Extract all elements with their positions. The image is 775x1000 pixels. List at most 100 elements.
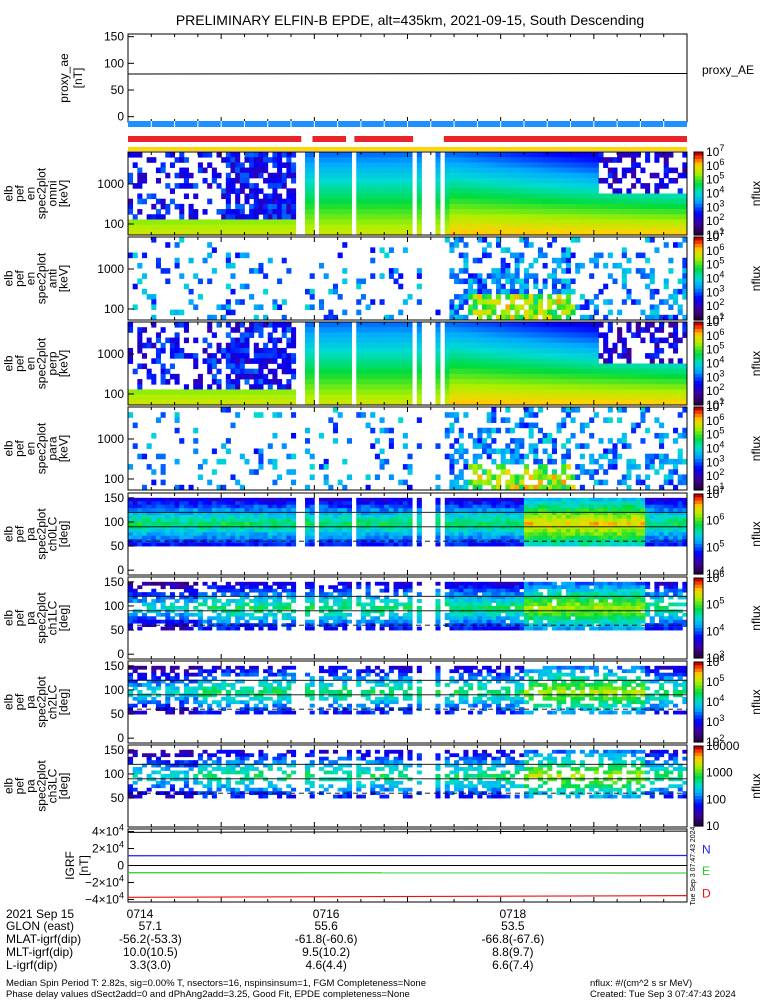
spectrogram-cell: [463, 464, 469, 470]
pitch-cell: [309, 497, 315, 502]
spectrogram-cell: [407, 337, 413, 344]
spectrogram-cell: [486, 399, 492, 406]
spectrogram-cell: [659, 484, 665, 491]
spectrogram-cell: [463, 394, 469, 401]
spectrogram-cell: [193, 394, 199, 401]
spectrogram-cell: [365, 389, 371, 396]
spectrogram-cell: [500, 224, 506, 231]
spectrogram-cell: [454, 448, 460, 455]
spectrogram-cell: [472, 438, 478, 444]
spectrogram-cell: [621, 299, 627, 305]
spectrogram-cell: [360, 203, 366, 210]
spectrogram-cell: [346, 327, 352, 333]
spectrogram-cell: [570, 363, 576, 370]
energy-colorbar-swatch: [694, 417, 703, 422]
pitch-cell: [258, 508, 264, 513]
pitch-cell: [202, 525, 208, 530]
spectrogram-cell: [305, 394, 311, 401]
spectrogram-cell: [635, 384, 641, 390]
spectrogram-cell: [318, 229, 325, 236]
spectrogram-cell: [225, 342, 231, 349]
spectrogram-cell: [328, 389, 334, 396]
pitch-cell: [318, 511, 325, 516]
pitch-cell: [165, 501, 171, 506]
spectrogram-cell: [477, 152, 483, 158]
spectrogram-cell: [179, 209, 185, 215]
spectrogram-cell: [486, 188, 492, 194]
pitch-cell: [328, 518, 334, 523]
spectrogram-cell: [649, 288, 655, 295]
spectrogram-cell: [579, 304, 585, 311]
spectrogram-cell: [277, 337, 283, 344]
pitch-cell: [272, 497, 278, 502]
spectrogram-cell: [393, 214, 399, 220]
spectrogram-cell: [444, 427, 450, 434]
spectrogram-cell: [151, 219, 157, 226]
pitch-cell: [141, 521, 148, 526]
spectrogram-cell: [468, 363, 474, 370]
pitch-cell: [235, 528, 241, 533]
spectrogram-cell: [449, 224, 455, 231]
spectrogram-cell: [253, 183, 259, 189]
spectrogram-cell: [277, 157, 283, 163]
spectrogram-cell: [379, 247, 385, 253]
spectrogram-cell: [183, 283, 189, 290]
spectrogram-cell: [272, 412, 278, 418]
spectrogram-cell: [533, 469, 539, 475]
spectrogram-cell: [589, 353, 595, 359]
spectrogram-cell: [235, 384, 241, 390]
spectrogram-cell: [230, 273, 236, 279]
spectrogram-cell: [328, 198, 334, 205]
spectrogram-cell: [146, 368, 152, 375]
spectrogram-cell: [682, 373, 688, 380]
spectrogram-cell: [579, 294, 585, 300]
spectrogram-cell: [323, 198, 329, 205]
spectrogram-cell: [291, 353, 297, 359]
spectrogram-cell: [370, 247, 376, 253]
spectrogram-cell: [565, 384, 571, 390]
spectrogram-cell: [235, 209, 241, 215]
spectrogram-cell: [188, 288, 194, 295]
spectrogram-cell: [533, 157, 539, 163]
spectrogram-cell: [416, 417, 422, 423]
spectrogram-cell: [631, 379, 637, 385]
spectrogram-cell: [654, 417, 660, 423]
spectrogram-cell: [463, 198, 469, 205]
spectrogram-cell: [626, 347, 632, 354]
spectrogram-cell: [365, 157, 371, 163]
spectrogram-cell: [379, 299, 385, 305]
spectrogram-cell: [523, 368, 530, 375]
spectrogram-cell: [309, 294, 315, 300]
spectrogram-cell: [663, 379, 669, 385]
spectrogram-cell: [682, 268, 688, 274]
spectrogram-cell: [318, 193, 325, 200]
spectrogram-cell: [365, 373, 371, 380]
spectrogram-cell: [151, 294, 157, 300]
spectrogram-cell: [179, 237, 185, 243]
pitch-cell: [263, 525, 269, 530]
spectrogram-cell: [472, 167, 478, 174]
spectrogram-cell: [486, 172, 492, 179]
spectrogram-cell: [570, 342, 576, 349]
spectrogram-cell: [379, 183, 385, 189]
spectrogram-cell: [496, 294, 502, 300]
pitch-cell: [258, 518, 264, 523]
spectrogram-cell: [505, 363, 511, 370]
pitch-cell: [267, 504, 273, 509]
spectrogram-cell: [519, 332, 525, 338]
spectrogram-cell: [486, 474, 492, 481]
spectrogram-cell: [579, 379, 585, 385]
spectrogram-cell: [682, 224, 688, 231]
spectrogram-cell: [388, 193, 394, 200]
spectrogram-cell: [197, 384, 203, 390]
spectrogram-cell: [482, 368, 488, 375]
spectrogram-cell: [556, 327, 562, 333]
energy-colorbar-swatch: [694, 353, 703, 358]
spectrogram-cell: [607, 229, 613, 236]
spectrogram-cell: [379, 427, 385, 434]
spectrogram-cell: [640, 252, 646, 259]
spectrogram-cell: [523, 407, 530, 413]
spectrogram-cell: [523, 172, 530, 179]
spectrogram-cell: [463, 379, 469, 385]
spectrogram-cell: [444, 172, 450, 179]
